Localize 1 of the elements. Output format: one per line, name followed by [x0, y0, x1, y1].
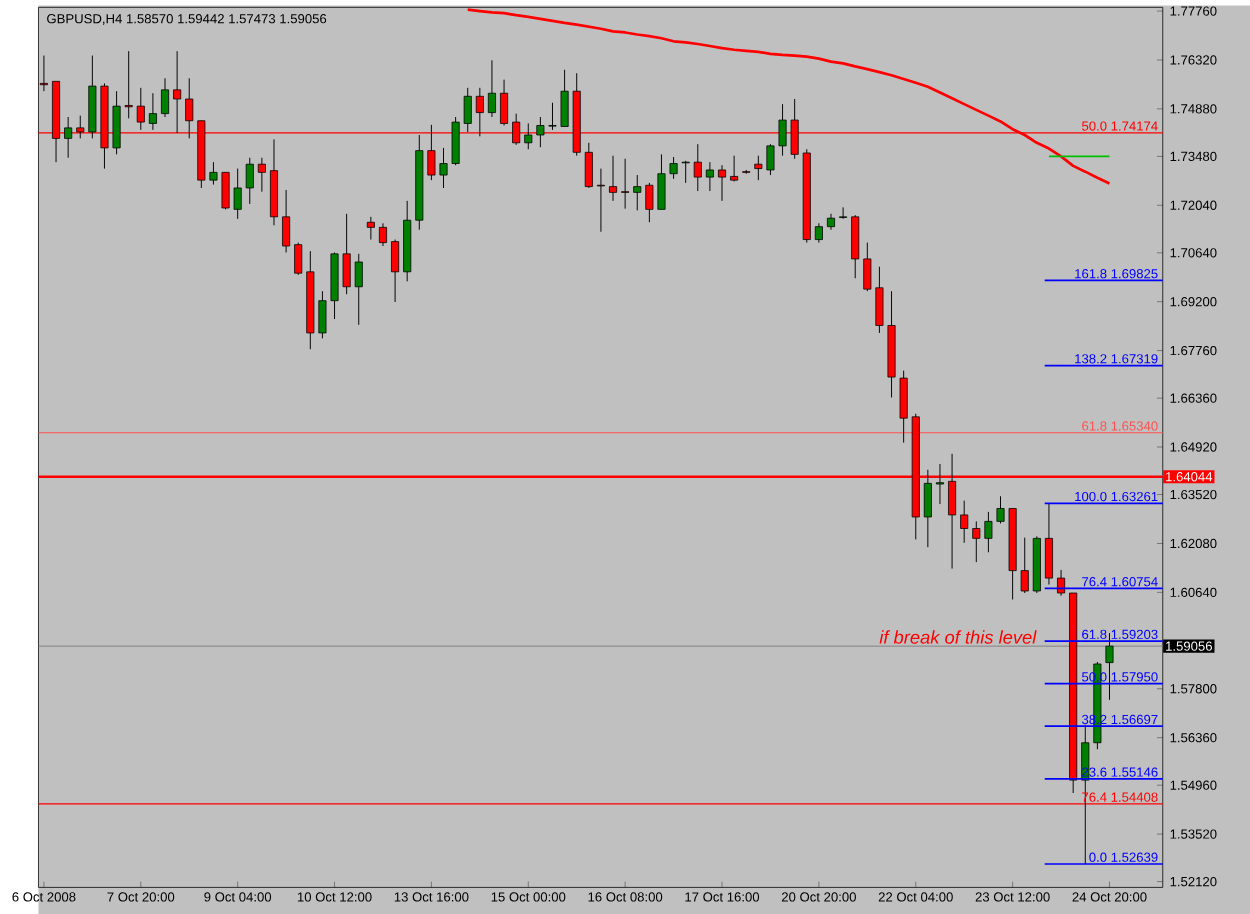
annotation: if break of this level [879, 630, 1037, 644]
